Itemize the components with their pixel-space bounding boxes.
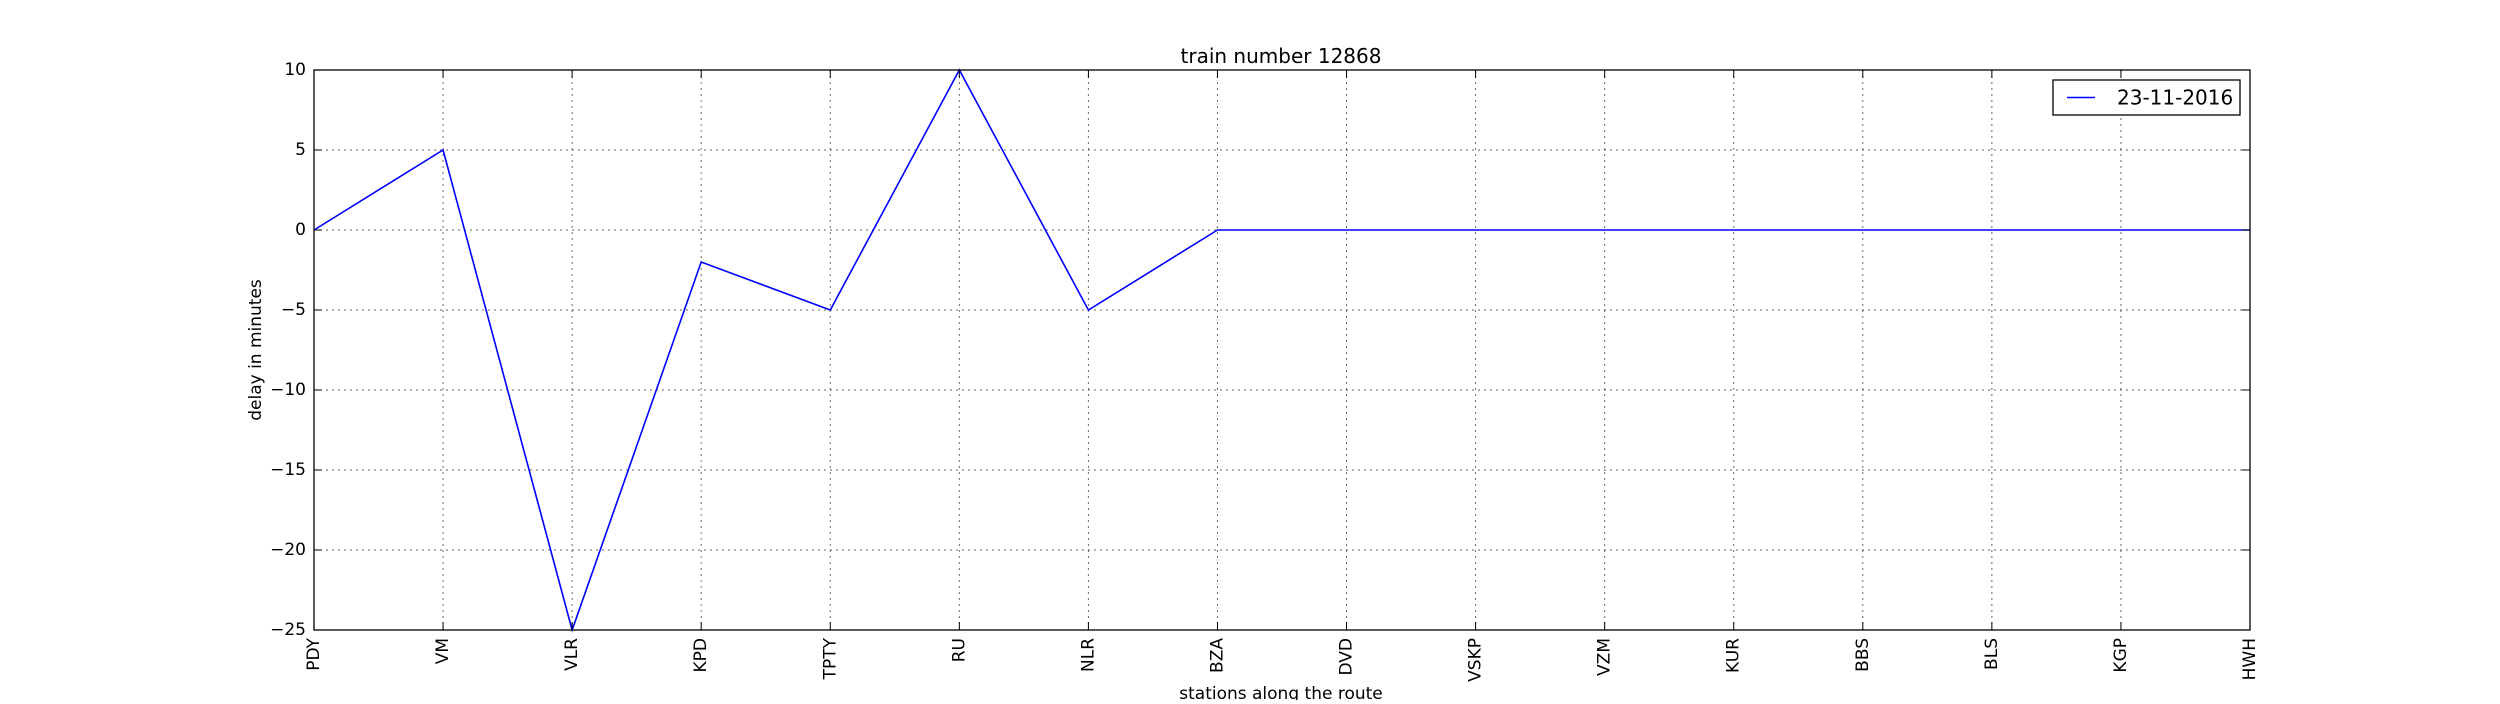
legend: 23-11-2016 (2052, 79, 2241, 116)
series-line (313, 68, 2250, 633)
y-tick-label: −25 (270, 620, 306, 640)
x-tick-label: PDY (304, 637, 324, 670)
x-tick-label: BLS (1982, 638, 2002, 670)
y-tick-label: −10 (270, 380, 306, 400)
data-point (1991, 230, 1992, 231)
x-tick-label: VM (433, 638, 453, 664)
x-tick-label: KGP (2111, 638, 2131, 673)
y-axis-label: delay in minutes (246, 279, 266, 421)
x-tick-label: VZM (1595, 638, 1615, 676)
x-tick-label: HWH (2240, 638, 2260, 680)
data-point (1862, 230, 1863, 231)
plot-frame (313, 69, 2251, 631)
data-point (2120, 230, 2121, 231)
y-tick-label: −20 (270, 540, 306, 560)
x-tick-label: RU (949, 638, 969, 662)
x-tick-label: VSKP (1466, 638, 1486, 682)
data-point (1217, 230, 1218, 231)
x-tick-label: NLR (1078, 638, 1098, 672)
data-point (1475, 230, 1476, 231)
data-point (1604, 230, 1605, 231)
legend-label: 23-11-2016 (2117, 86, 2233, 110)
axis-ticks (313, 69, 2251, 631)
y-tick-label: −15 (270, 460, 306, 480)
data-point (1733, 230, 1734, 231)
x-tick-label: VLR (562, 638, 582, 671)
data-point (830, 310, 831, 311)
x-tick-label: KUR (1724, 638, 1744, 673)
series-group (313, 68, 2250, 633)
data-point (443, 150, 444, 151)
x-tick-label: BBS (1853, 638, 1873, 672)
grid-lines (313, 69, 2251, 631)
chart-title: train number 12868 (1181, 44, 1382, 68)
data-point (1088, 310, 1089, 311)
x-tick-label: DVD (1337, 638, 1357, 676)
y-tick-label: 0 (295, 220, 306, 240)
y-tick-label: 5 (295, 140, 306, 160)
x-axis-label: stations along the route (1179, 684, 1383, 700)
y-tick-label: −5 (281, 300, 306, 320)
x-tick-label: KPD (691, 638, 711, 673)
y-tick-label: 10 (284, 60, 306, 80)
x-tick-label: BZA (1207, 638, 1227, 673)
x-tick-label: TPTY (820, 637, 840, 680)
data-point (1346, 230, 1347, 231)
data-point (701, 262, 702, 263)
tick-labels: PDY VM VLR KPD TPTY RU NLR BZA DVD VSKP VZM KUR BBS B… (270, 60, 2260, 682)
